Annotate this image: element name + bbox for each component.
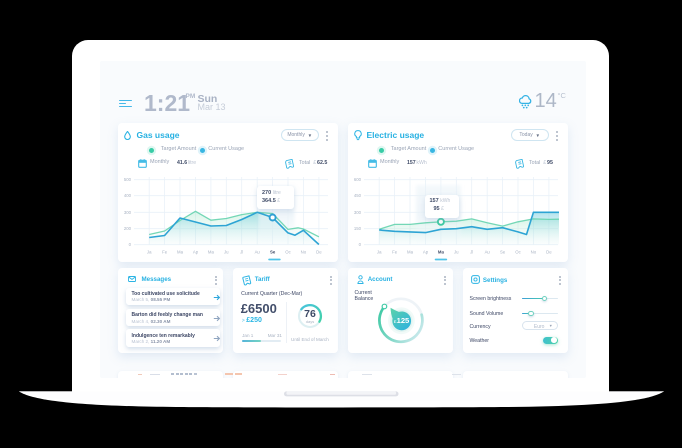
svg-text:Au: Au	[484, 249, 490, 254]
svg-text:Ma: Ma	[437, 249, 444, 254]
svg-text:150: 150	[353, 226, 361, 231]
svg-text:Ma: Ma	[407, 249, 414, 254]
svg-text:0: 0	[128, 242, 131, 247]
svg-text:450: 450	[353, 193, 361, 198]
svg-text:200: 200	[123, 226, 131, 231]
svg-text:Ma: Ma	[177, 249, 184, 254]
svg-text:Fe: Fe	[392, 249, 398, 254]
svg-text:0: 0	[358, 242, 361, 247]
svg-text:No: No	[530, 249, 536, 254]
svg-text:Ju: Ju	[454, 249, 459, 254]
svg-text:500: 500	[123, 177, 131, 182]
svg-text:Ju: Ju	[224, 249, 229, 254]
svg-text:300: 300	[353, 209, 361, 214]
svg-text:Ma: Ma	[207, 249, 214, 254]
svg-text:300: 300	[123, 209, 131, 214]
svg-text:Ap: Ap	[422, 249, 428, 254]
svg-text:No: No	[300, 249, 306, 254]
svg-text:Jl: Jl	[470, 249, 473, 254]
svg-text:Se: Se	[269, 249, 275, 254]
svg-text:Ja: Ja	[146, 249, 151, 254]
svg-text:Oc: Oc	[285, 249, 291, 254]
svg-text:Ap: Ap	[192, 249, 198, 254]
svg-text:£125: £125	[393, 316, 409, 325]
svg-text:400: 400	[123, 193, 131, 198]
svg-text:Jl: Jl	[240, 249, 243, 254]
svg-text:Se: Se	[499, 249, 505, 254]
svg-text:De: De	[316, 249, 322, 254]
svg-text:Oc: Oc	[515, 249, 521, 254]
svg-text:Ja: Ja	[376, 249, 381, 254]
svg-text:Au: Au	[254, 249, 260, 254]
svg-text:600: 600	[353, 177, 361, 182]
svg-text:Fe: Fe	[162, 249, 168, 254]
svg-text:De: De	[546, 249, 552, 254]
